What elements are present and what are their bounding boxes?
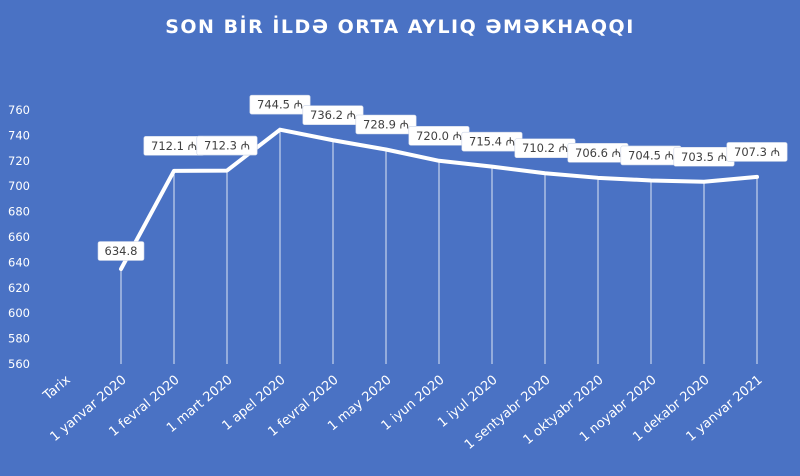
- data-label: 703.5 ₼: [673, 146, 735, 167]
- data-label: 710.2 ₼: [514, 138, 576, 159]
- x-axis-title-label: Tarix: [40, 372, 74, 404]
- svg-text:712.3 ₼: 712.3 ₼: [204, 139, 250, 153]
- y-tick-label: 600: [8, 306, 30, 320]
- series-line: [119, 127, 759, 272]
- data-label: 634.8: [97, 241, 145, 261]
- y-tick-label: 680: [8, 205, 30, 219]
- svg-text:634.8: 634.8: [105, 244, 138, 258]
- data-label: 728.9 ₼: [355, 114, 417, 135]
- svg-text:703.5 ₼: 703.5 ₼: [681, 150, 727, 164]
- data-label: 712.3 ₼: [196, 135, 258, 156]
- y-axis-ticks: 560 580 600 620 640 660 680 700 720 740 760: [8, 103, 30, 371]
- y-tick-label: 700: [8, 179, 30, 193]
- y-tick-label: 580: [8, 332, 30, 346]
- y-tick-label: 720: [8, 154, 30, 168]
- svg-text:736.2 ₼: 736.2 ₼: [310, 108, 356, 122]
- svg-text:707.3 ₼: 707.3 ₼: [734, 145, 780, 159]
- y-tick-label: 740: [8, 128, 30, 142]
- svg-text:744.5 ₼: 744.5 ₼: [257, 98, 303, 112]
- svg-text:720.0 ₼: 720.0 ₼: [416, 129, 462, 143]
- data-label: 736.2 ₼: [302, 105, 364, 126]
- data-label: 712.1 ₼: [143, 136, 205, 156]
- svg-text:712.1 ₼: 712.1 ₼: [151, 139, 197, 153]
- data-label: 706.6 ₼: [567, 143, 629, 163]
- data-label: 720.0 ₼: [408, 126, 470, 146]
- data-label: 704.5 ₼: [620, 145, 682, 166]
- y-tick-label: 560: [8, 357, 30, 371]
- data-label: 715.4 ₼: [461, 131, 523, 152]
- y-tick-label: 620: [8, 281, 30, 295]
- y-tick-label: 660: [8, 230, 30, 244]
- drop-lines: [120, 129, 758, 364]
- svg-text:728.9 ₼: 728.9 ₼: [363, 117, 409, 131]
- svg-text:715.4 ₼: 715.4 ₼: [469, 135, 515, 149]
- y-tick-label: 640: [8, 255, 30, 269]
- chart-title: SON BİR İLDƏ ORTA AYLIQ ƏMƏKHAQQI: [165, 14, 635, 38]
- data-label: 707.3 ₼: [726, 142, 788, 162]
- svg-text:710.2 ₼: 710.2 ₼: [522, 141, 568, 155]
- data-labels: 634.8 712.1 ₼ 712.3 ₼ 744.5 ₼ 736.2 ₼ 728.9 ₼…: [97, 94, 788, 261]
- svg-text:706.6 ₼: 706.6 ₼: [575, 146, 621, 160]
- data-label: 744.5 ₼: [249, 94, 311, 115]
- y-tick-label: 760: [8, 103, 30, 117]
- svg-text:704.5 ₼: 704.5 ₼: [628, 148, 674, 162]
